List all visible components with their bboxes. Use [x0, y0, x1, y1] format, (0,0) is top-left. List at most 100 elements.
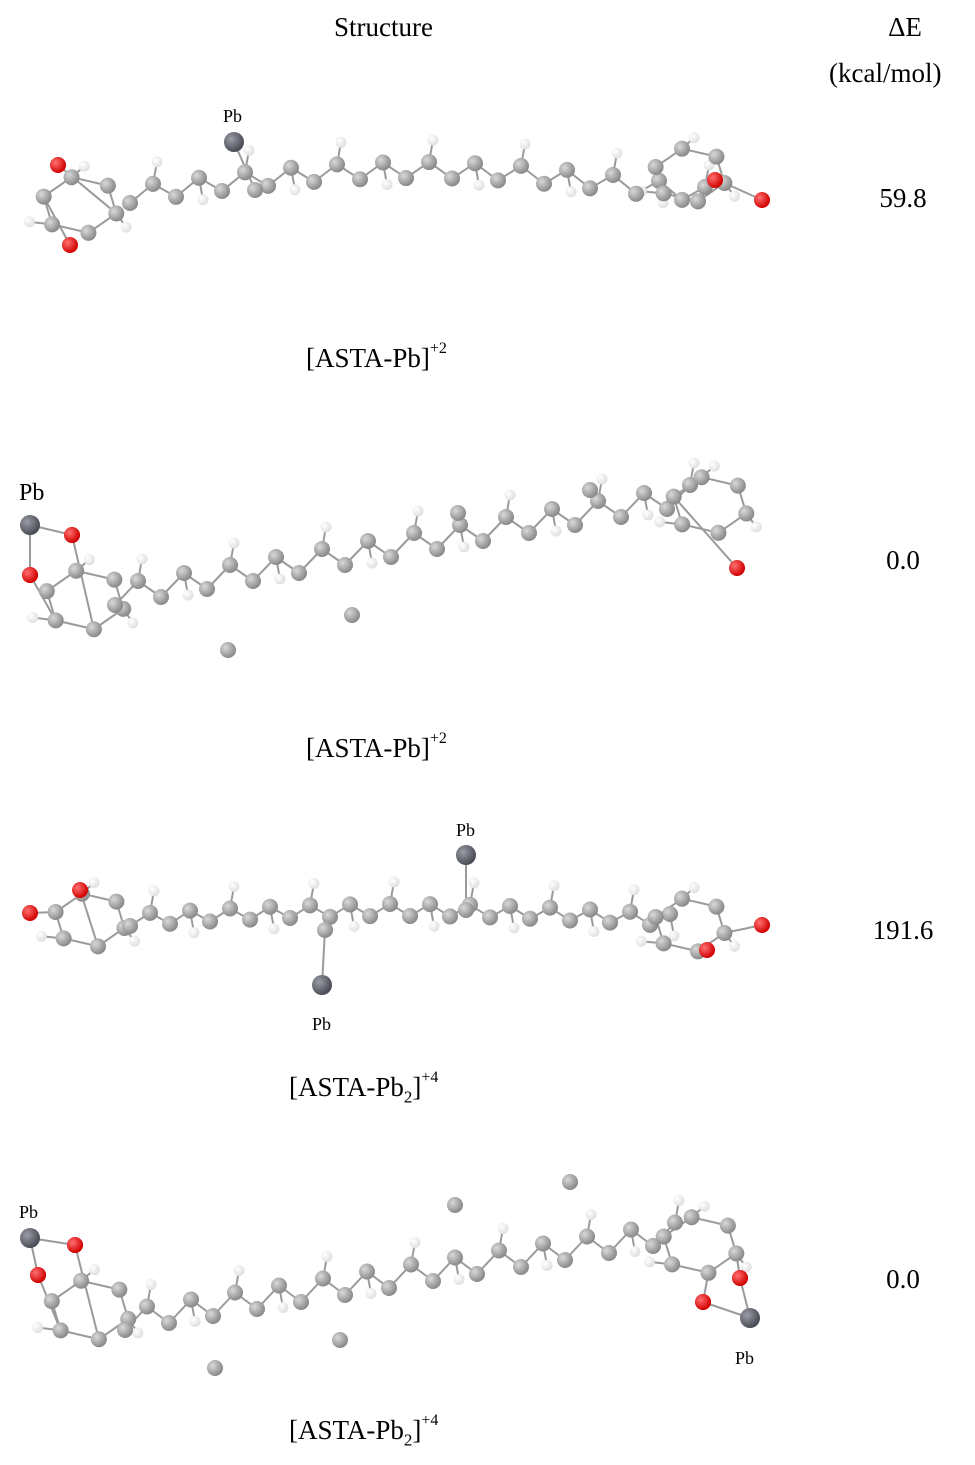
- carbon-atom: [117, 1322, 133, 1338]
- hydrogen-atom: [504, 489, 516, 501]
- carbon-atom: [329, 156, 345, 173]
- hydrogen-atom: [473, 179, 485, 191]
- carbon-atom: [242, 911, 258, 928]
- hydrogen-atom: [321, 1251, 333, 1262]
- carbon-atom: [542, 899, 558, 916]
- carbon-atom: [674, 890, 691, 907]
- carbon-atom: [664, 1256, 681, 1273]
- carbon-atom: [271, 1277, 287, 1294]
- carbon-atom: [738, 505, 755, 522]
- carbon-atom: [674, 516, 691, 533]
- label-main-3: [ASTA-Pb: [289, 1072, 404, 1102]
- energy-value-1: 59.8: [879, 183, 927, 213]
- hydrogen-atom: [565, 186, 577, 198]
- hydrogen-atom: [182, 589, 194, 601]
- carbon-atom: [662, 906, 678, 922]
- hydrogen-atom: [228, 537, 240, 549]
- carbon-atom: [182, 902, 198, 919]
- carbon-atom: [719, 1217, 736, 1234]
- carbon-atom: [122, 918, 138, 934]
- hydrogen-atom: [366, 557, 378, 569]
- label-main-1: [ASTA-Pb]: [306, 343, 430, 373]
- hydrogen-atom: [197, 194, 209, 206]
- pb-label-4a: Pb: [19, 1202, 39, 1222]
- carbon-atom: [398, 170, 414, 187]
- molecule-structure-4: [20, 1174, 760, 1376]
- carbon-atom: [536, 175, 552, 192]
- oxygen-atom: [30, 1267, 46, 1283]
- label-charge-1: +2: [429, 340, 447, 357]
- bond: [74, 1244, 100, 1340]
- carbon-atom: [562, 1174, 578, 1190]
- carbon-atom: [710, 524, 727, 541]
- carbon-atom: [337, 557, 353, 573]
- carbon-atom: [647, 159, 664, 176]
- carbon-atom: [716, 924, 733, 941]
- carbon-atom: [442, 908, 458, 925]
- hydrogen-atom: [708, 460, 720, 472]
- carbon-atom: [421, 154, 437, 171]
- carbon-atom: [142, 904, 158, 921]
- carbon-atom: [655, 935, 672, 952]
- structure-label-3: [ASTA-Pb2]+4: [289, 1069, 439, 1107]
- carbon-atom: [447, 1197, 463, 1213]
- hydrogen-atom: [24, 216, 36, 228]
- carbon-atom: [344, 607, 360, 623]
- carbon-atom: [559, 161, 575, 178]
- carbon-atom: [452, 517, 468, 533]
- carbon-atom: [562, 912, 578, 929]
- carbon-atom: [332, 1332, 348, 1348]
- carbon-atom: [202, 913, 218, 930]
- carbon-atom: [729, 477, 746, 494]
- carbon-atom: [491, 1242, 507, 1259]
- carbon-atom: [245, 573, 261, 589]
- carbon-atom: [322, 908, 338, 925]
- carbon-atom: [55, 930, 72, 947]
- carbon-atom: [557, 1252, 573, 1268]
- carbon-atom: [490, 172, 506, 189]
- carbon-atom: [362, 908, 378, 925]
- hydrogen-atom: [335, 136, 347, 148]
- carbon-atom: [260, 177, 276, 194]
- hydrogen-atom: [458, 541, 470, 553]
- hydrogen-atom: [136, 553, 148, 565]
- carbon-atom: [268, 549, 284, 565]
- oxygen-atom: [50, 157, 66, 173]
- carbon-atom: [237, 164, 253, 181]
- carbon-atom: [567, 517, 583, 533]
- carbon-atom: [85, 621, 102, 638]
- carbon-atom: [315, 1270, 331, 1287]
- carbon-atom: [429, 541, 445, 557]
- hydrogen-atom: [453, 1274, 465, 1285]
- oxygen-atom: [754, 192, 770, 208]
- structure-label-1: [ASTA-Pb]+2: [306, 340, 447, 374]
- carbon-atom: [306, 173, 322, 190]
- carbon-atom: [590, 493, 606, 509]
- lead-atom: [312, 975, 332, 995]
- lead-atom: [20, 515, 40, 535]
- carbon-atom: [205, 1308, 221, 1324]
- oxygen-atom: [732, 1270, 748, 1286]
- carbon-atom: [450, 505, 466, 521]
- carbon-atom: [403, 1256, 419, 1273]
- hydrogen-atom: [519, 138, 531, 150]
- hydrogen-atom: [35, 930, 47, 942]
- label-main-4: [ASTA-Pb: [289, 1415, 404, 1445]
- carbon-atom: [283, 159, 299, 176]
- energy-unit-header: (kcal/mol): [829, 58, 942, 88]
- hydrogen-atom: [132, 1327, 144, 1339]
- carbon-atom: [108, 893, 125, 910]
- bond: [71, 534, 95, 630]
- pb-label-4b: Pb: [735, 1348, 755, 1368]
- oxygen-atom: [729, 560, 745, 576]
- hydrogen-atom: [268, 923, 280, 935]
- carbon-atom: [80, 224, 97, 241]
- lead-atom: [456, 845, 476, 865]
- carbon-atom: [665, 488, 682, 505]
- carbon-atom: [337, 1287, 353, 1303]
- hydrogen-atom: [550, 525, 562, 537]
- hydrogen-atom: [629, 1246, 641, 1257]
- hydrogen-atom: [548, 880, 560, 892]
- carbon-atom: [382, 896, 398, 913]
- carbon-atom: [602, 914, 618, 931]
